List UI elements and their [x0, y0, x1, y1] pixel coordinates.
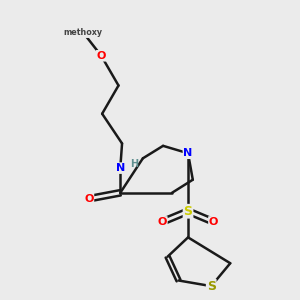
Text: O: O — [158, 217, 167, 227]
Text: S: S — [184, 205, 193, 218]
Text: N: N — [116, 163, 125, 173]
Text: N: N — [183, 148, 193, 158]
Text: methoxy: methoxy — [64, 28, 103, 38]
Text: S: S — [207, 280, 216, 292]
Text: H: H — [130, 159, 139, 169]
Text: O: O — [84, 194, 94, 204]
Text: O: O — [97, 51, 106, 61]
Text: O: O — [209, 217, 218, 227]
